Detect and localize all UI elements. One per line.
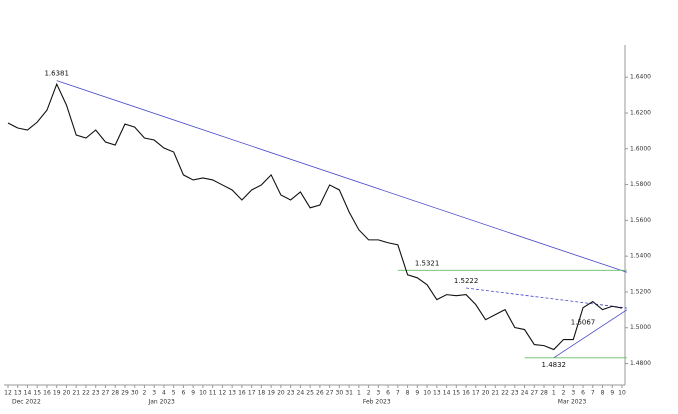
x-tick-label: 20: [63, 390, 71, 397]
x-tick-label: 16: [238, 390, 246, 397]
x-tick-label: 10: [618, 390, 626, 397]
y-tick-label: 1.6400: [630, 74, 651, 81]
y-tick-label: 1.5800: [630, 181, 651, 188]
y-tick-label: 1.6000: [630, 145, 651, 152]
x-tick-label: 31: [345, 390, 353, 397]
x-tick-label: 16: [43, 390, 51, 397]
x-tick-label: 24: [297, 390, 305, 397]
x-tick-label: 20: [277, 390, 285, 397]
x-tick-label: 2: [562, 390, 566, 397]
x-tick-label: 2: [367, 390, 371, 397]
x-tick-label: 3: [571, 390, 575, 397]
x-tick-label: 21: [72, 390, 80, 397]
x-tick-label: 7: [396, 390, 400, 397]
x-tick-label: 26: [316, 390, 324, 397]
x-tick-label: 22: [82, 390, 90, 397]
x-tick-label: 19: [53, 390, 61, 397]
y-tick-label: 1.5600: [630, 217, 651, 224]
x-tick-label: 25: [306, 390, 314, 397]
x-tick-label: 22: [501, 390, 509, 397]
x-tick-label: 17: [472, 390, 480, 397]
trendline: [553, 309, 628, 359]
x-tick-label: 27: [326, 390, 334, 397]
x-tick-label: 5: [172, 390, 176, 397]
x-tick-label: 12: [4, 390, 12, 397]
x-tick-label: 16: [462, 390, 470, 397]
month-label: Dec 2022: [12, 399, 41, 406]
x-tick-label: 23: [287, 390, 295, 397]
x-tick-label: 3: [152, 390, 156, 397]
x-tick-label: 2: [143, 390, 147, 397]
x-tick-label: 24: [521, 390, 529, 397]
y-tick-label: 1.4800: [630, 360, 651, 367]
x-tick-label: 8: [601, 390, 605, 397]
x-tick-label: 23: [511, 390, 519, 397]
price-line: [7, 82, 623, 351]
month-label: Mar 2023: [558, 399, 587, 406]
y-tick-label: 1.6200: [630, 110, 651, 117]
x-tick-label: 19: [267, 390, 275, 397]
x-tick-label: 11: [209, 390, 217, 397]
x-tick-label: 1: [357, 390, 361, 397]
price-annotation: 1.5321: [415, 259, 440, 267]
x-tick-label: 20: [482, 390, 490, 397]
y-tick-label: 1.5200: [630, 288, 651, 295]
x-tick-label: 28: [540, 390, 548, 397]
x-tick-label: 17: [248, 390, 256, 397]
y-tick-label: 1.5400: [630, 253, 651, 260]
month-label: Jan 2023: [147, 399, 175, 406]
x-tick-label: 27: [102, 390, 110, 397]
x-tick-label: 28: [111, 390, 119, 397]
price-annotation: 1.5067: [571, 319, 596, 327]
x-tick-label: 6: [581, 390, 585, 397]
x-tick-label: 12: [219, 390, 227, 397]
x-tick-label: 15: [33, 390, 41, 397]
price-annotation: 1.5222: [454, 277, 479, 285]
x-tick-label: 10: [199, 390, 207, 397]
x-tick-label: 3: [376, 390, 380, 397]
trendline: [466, 287, 627, 309]
x-tick-label: 23: [92, 390, 100, 397]
month-label: Feb 2023: [363, 399, 391, 406]
x-tick-label: 30: [131, 390, 139, 397]
trendline: [56, 80, 628, 273]
x-tick-label: 9: [610, 390, 614, 397]
x-tick-label: 14: [24, 390, 32, 397]
x-tick-label: 6: [386, 390, 390, 397]
price-annotation: 1.4832: [542, 361, 567, 369]
x-tick-label: 29: [121, 390, 129, 397]
x-tick-label: 15: [452, 390, 460, 397]
x-tick-label: 18: [258, 390, 266, 397]
x-tick-label: 1: [552, 390, 556, 397]
x-tick-label: 8: [406, 390, 410, 397]
x-tick-label: 21: [491, 390, 499, 397]
x-tick-label: 27: [530, 390, 538, 397]
x-tick-label: 9: [415, 390, 419, 397]
x-tick-label: 13: [433, 390, 441, 397]
x-tick-label: 13: [228, 390, 236, 397]
x-tick-label: 10: [423, 390, 431, 397]
x-tick-label: 9: [191, 390, 195, 397]
x-tick-label: 4: [162, 390, 166, 397]
price-annotation: 1.6381: [44, 70, 69, 78]
y-tick-label: 1.5000: [630, 324, 651, 331]
x-tick-label: 13: [14, 390, 22, 397]
x-tick-label: 6: [182, 390, 186, 397]
x-tick-label: 30: [336, 390, 344, 397]
x-tick-label: 14: [443, 390, 451, 397]
x-tick-label: 7: [591, 390, 595, 397]
